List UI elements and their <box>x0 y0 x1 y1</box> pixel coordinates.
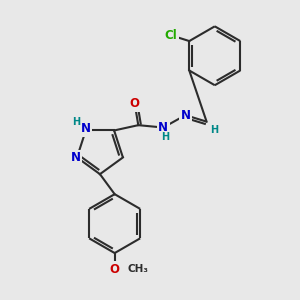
Text: Cl: Cl <box>165 29 177 42</box>
Text: H: H <box>210 125 218 136</box>
Text: N: N <box>81 122 91 136</box>
Text: CH₃: CH₃ <box>127 264 148 274</box>
Text: N: N <box>180 109 190 122</box>
Text: O: O <box>110 263 120 276</box>
Text: H: H <box>72 117 80 127</box>
Text: N: N <box>70 151 80 164</box>
Text: N: N <box>158 121 168 134</box>
Text: H: H <box>162 132 170 142</box>
Text: O: O <box>130 98 140 110</box>
